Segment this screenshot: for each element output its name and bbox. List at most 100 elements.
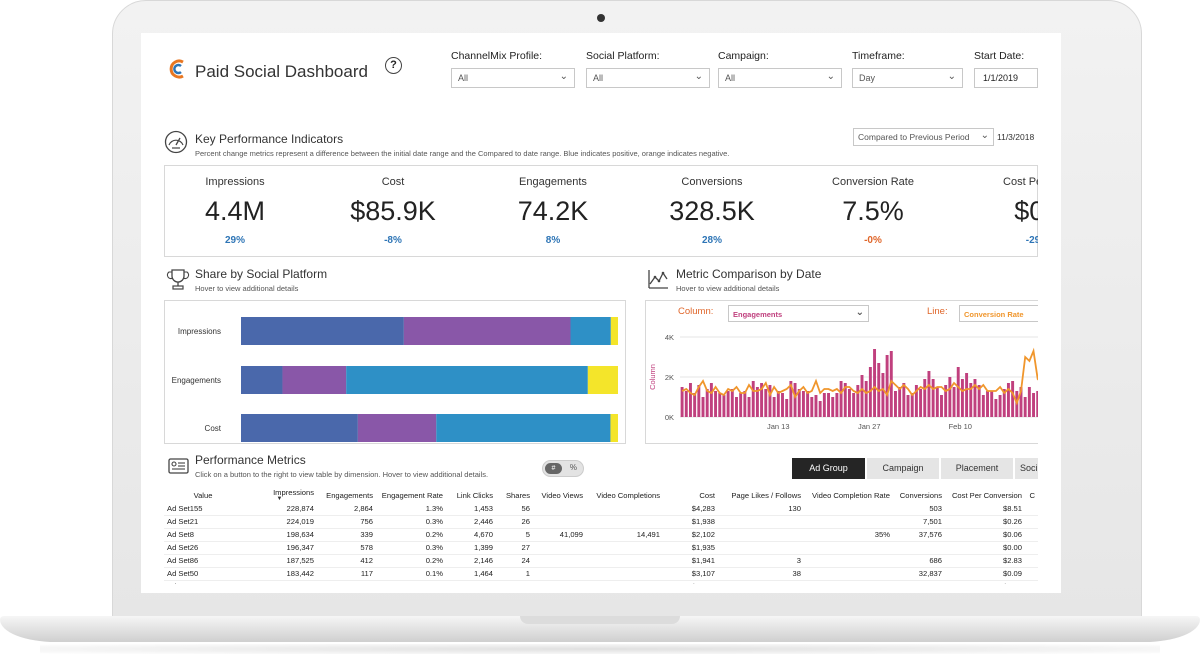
end-date-input[interactable]: 11/3/2018 xyxy=(997,132,1035,142)
engagement-column xyxy=(739,393,743,417)
engagement-column xyxy=(843,383,847,417)
timeframe-select[interactable]: Day ⌄ xyxy=(852,68,963,88)
help-icon[interactable]: ? xyxy=(385,57,402,74)
engagement-column xyxy=(693,393,697,417)
engagement-column xyxy=(755,387,759,417)
kpi-cost[interactable]: Cost $85.9K -8% xyxy=(323,176,463,246)
table-cell: $3,107 xyxy=(663,567,718,581)
engagement-column xyxy=(1027,387,1031,417)
column-header[interactable]: Cost Per Conversion xyxy=(951,490,1022,500)
engagement-column xyxy=(864,381,868,417)
chevron-down-icon: ⌄ xyxy=(559,71,568,82)
table-row[interactable]: Ad Set21 224,019 756 0.3% 2,446 26 $1,938 7,501… xyxy=(164,515,1038,529)
table-cell: 228,874 xyxy=(242,502,317,516)
engagement-column xyxy=(965,373,969,417)
column-header[interactable]: Conversions xyxy=(899,490,942,500)
kpi-value: 7.5% xyxy=(842,196,904,226)
table-cell: 9,088 xyxy=(893,580,945,584)
chevron-down-icon: ⌄ xyxy=(694,71,703,82)
table-cell xyxy=(718,541,804,555)
engagement-column xyxy=(709,383,713,417)
trophy-icon xyxy=(166,269,190,290)
column-header[interactable]: Video Completions xyxy=(596,490,660,500)
engagement-column xyxy=(839,381,843,417)
filter-start-date: Start Date: 1/1/2019 xyxy=(974,50,1038,88)
engagement-column xyxy=(776,391,780,417)
engagement-column xyxy=(1023,397,1027,417)
share-by-platform-chart[interactable]: Impressions Engagements Cost xyxy=(165,301,627,445)
social-platform-select[interactable]: All ⌄ xyxy=(586,68,710,88)
kpi-value: $85.9K xyxy=(350,196,436,226)
table-cell: 0.3% xyxy=(376,541,446,555)
kpi-conversion-rate[interactable]: Conversion Rate 7.5% -0% xyxy=(803,176,943,246)
column-header[interactable]: C xyxy=(1029,490,1035,500)
table-cell xyxy=(1025,567,1038,581)
column-header[interactable]: Page Likes / Follows xyxy=(731,490,801,500)
table-cell: 1,453 xyxy=(446,502,496,516)
channelmix-profile-select[interactable]: All ⌄ xyxy=(451,68,575,88)
kpi-cost-per-conversion[interactable]: Cost Per Co $0. -29 xyxy=(963,176,1038,246)
engagement-column xyxy=(701,397,705,417)
kpi-value: 328.5K xyxy=(669,196,755,226)
table-row[interactable]: Ad Set86 187,525 412 0.2% 2,146 24 $1,941 3 686 $… xyxy=(164,554,1038,568)
count-percent-toggle[interactable]: # % xyxy=(542,460,584,477)
table-cell: 0.1% xyxy=(376,567,446,581)
campaign-button[interactable]: Campaign xyxy=(867,458,939,479)
column-header[interactable]: Engagements xyxy=(326,490,373,500)
start-date-input[interactable]: 1/1/2019 xyxy=(974,68,1038,88)
table-cell xyxy=(586,541,663,555)
column-header[interactable]: Value xyxy=(193,490,213,500)
chevron-down-icon: ⌄ xyxy=(855,307,864,318)
column-header[interactable]: Cost xyxy=(699,490,715,500)
table-row[interactable]: Ad Set155 228,874 2,864 1.3% 1,453 56 $4,283 13… xyxy=(164,502,1038,516)
share-bar-segment xyxy=(570,317,611,345)
table-row[interactable]: Ad Set8 198,634 339 0.2% 4,670 5 41,099 14,491 $… xyxy=(164,528,1038,542)
engagement-column xyxy=(923,379,927,417)
share-section-title: Share by Social Platform xyxy=(195,267,328,281)
table-cell: 1.3% xyxy=(376,502,446,516)
social-platform-button[interactable]: Soci xyxy=(1015,458,1038,479)
table-row[interactable]: Ad Set50 183,442 117 0.1% 1,464 1 $3,107 38 32,8… xyxy=(164,567,1038,581)
column-header-impressions[interactable]: Impressions ▼ xyxy=(242,488,317,502)
engagement-column xyxy=(751,381,755,417)
share-bar-segment xyxy=(403,317,571,345)
table-row[interactable]: Ad Set27161,0924630.3%1,05617 $1,189 9,088… xyxy=(164,580,1038,584)
engagement-column xyxy=(814,395,818,417)
column-metric-select[interactable]: Engagements ⌄ xyxy=(728,305,869,322)
select-value: Compared to Previous Period xyxy=(858,132,970,142)
column-header[interactable]: Engagement Rate xyxy=(381,490,443,500)
toggle-count-option[interactable]: # xyxy=(545,463,562,474)
engagement-column xyxy=(960,379,964,417)
compare-mode-select[interactable]: Compared to Previous Period ⌄ xyxy=(853,128,994,146)
metric-comparison-chart[interactable]: 4K 2K 0K Column Jan 13 Jan 27 Feb 10 xyxy=(646,323,1038,445)
kpi-impressions[interactable]: Impressions 4.4M 29% xyxy=(165,176,305,246)
placement-button[interactable]: Placement xyxy=(941,458,1013,479)
kpi-change: -8% xyxy=(384,235,402,246)
select-value: All xyxy=(593,73,604,83)
engagement-column xyxy=(902,383,906,417)
laptop-notch xyxy=(520,616,680,624)
share-bar-segment xyxy=(587,366,618,394)
table-cell: 0.3% xyxy=(376,580,446,584)
column-header[interactable]: Shares xyxy=(505,490,530,500)
kpi-engagements[interactable]: Engagements 74.2K 8% xyxy=(483,176,623,246)
x-tick-label: Feb 10 xyxy=(949,422,972,431)
channelmix-logo xyxy=(169,59,184,79)
engagement-column xyxy=(827,393,830,417)
metric-chart-panel: Column: Engagements ⌄ Line: Conversion Ra… xyxy=(645,300,1038,444)
select-value: All xyxy=(725,73,736,83)
toggle-percent-option[interactable]: % xyxy=(569,463,577,472)
line-metric-select[interactable]: Conversion Rate xyxy=(959,305,1038,322)
table-cell: 1 xyxy=(496,567,533,581)
column-header[interactable]: Video Views xyxy=(541,490,583,500)
share-bar-segment xyxy=(346,366,588,394)
campaign-select[interactable]: All ⌄ xyxy=(718,68,842,88)
column-header[interactable]: Link Clicks xyxy=(456,490,493,500)
column-header[interactable]: Video Completion Rate xyxy=(812,490,890,500)
table-cell xyxy=(804,541,893,555)
kpi-change: 28% xyxy=(701,235,722,246)
engagement-column xyxy=(919,389,923,417)
table-row[interactable]: Ad Set26 196,347 578 0.3% 1,399 27 $1,935 $0.00 xyxy=(164,541,1038,555)
kpi-conversions[interactable]: Conversions 328.5K 28% xyxy=(642,176,782,246)
ad-group-button[interactable]: Ad Group xyxy=(792,458,865,479)
